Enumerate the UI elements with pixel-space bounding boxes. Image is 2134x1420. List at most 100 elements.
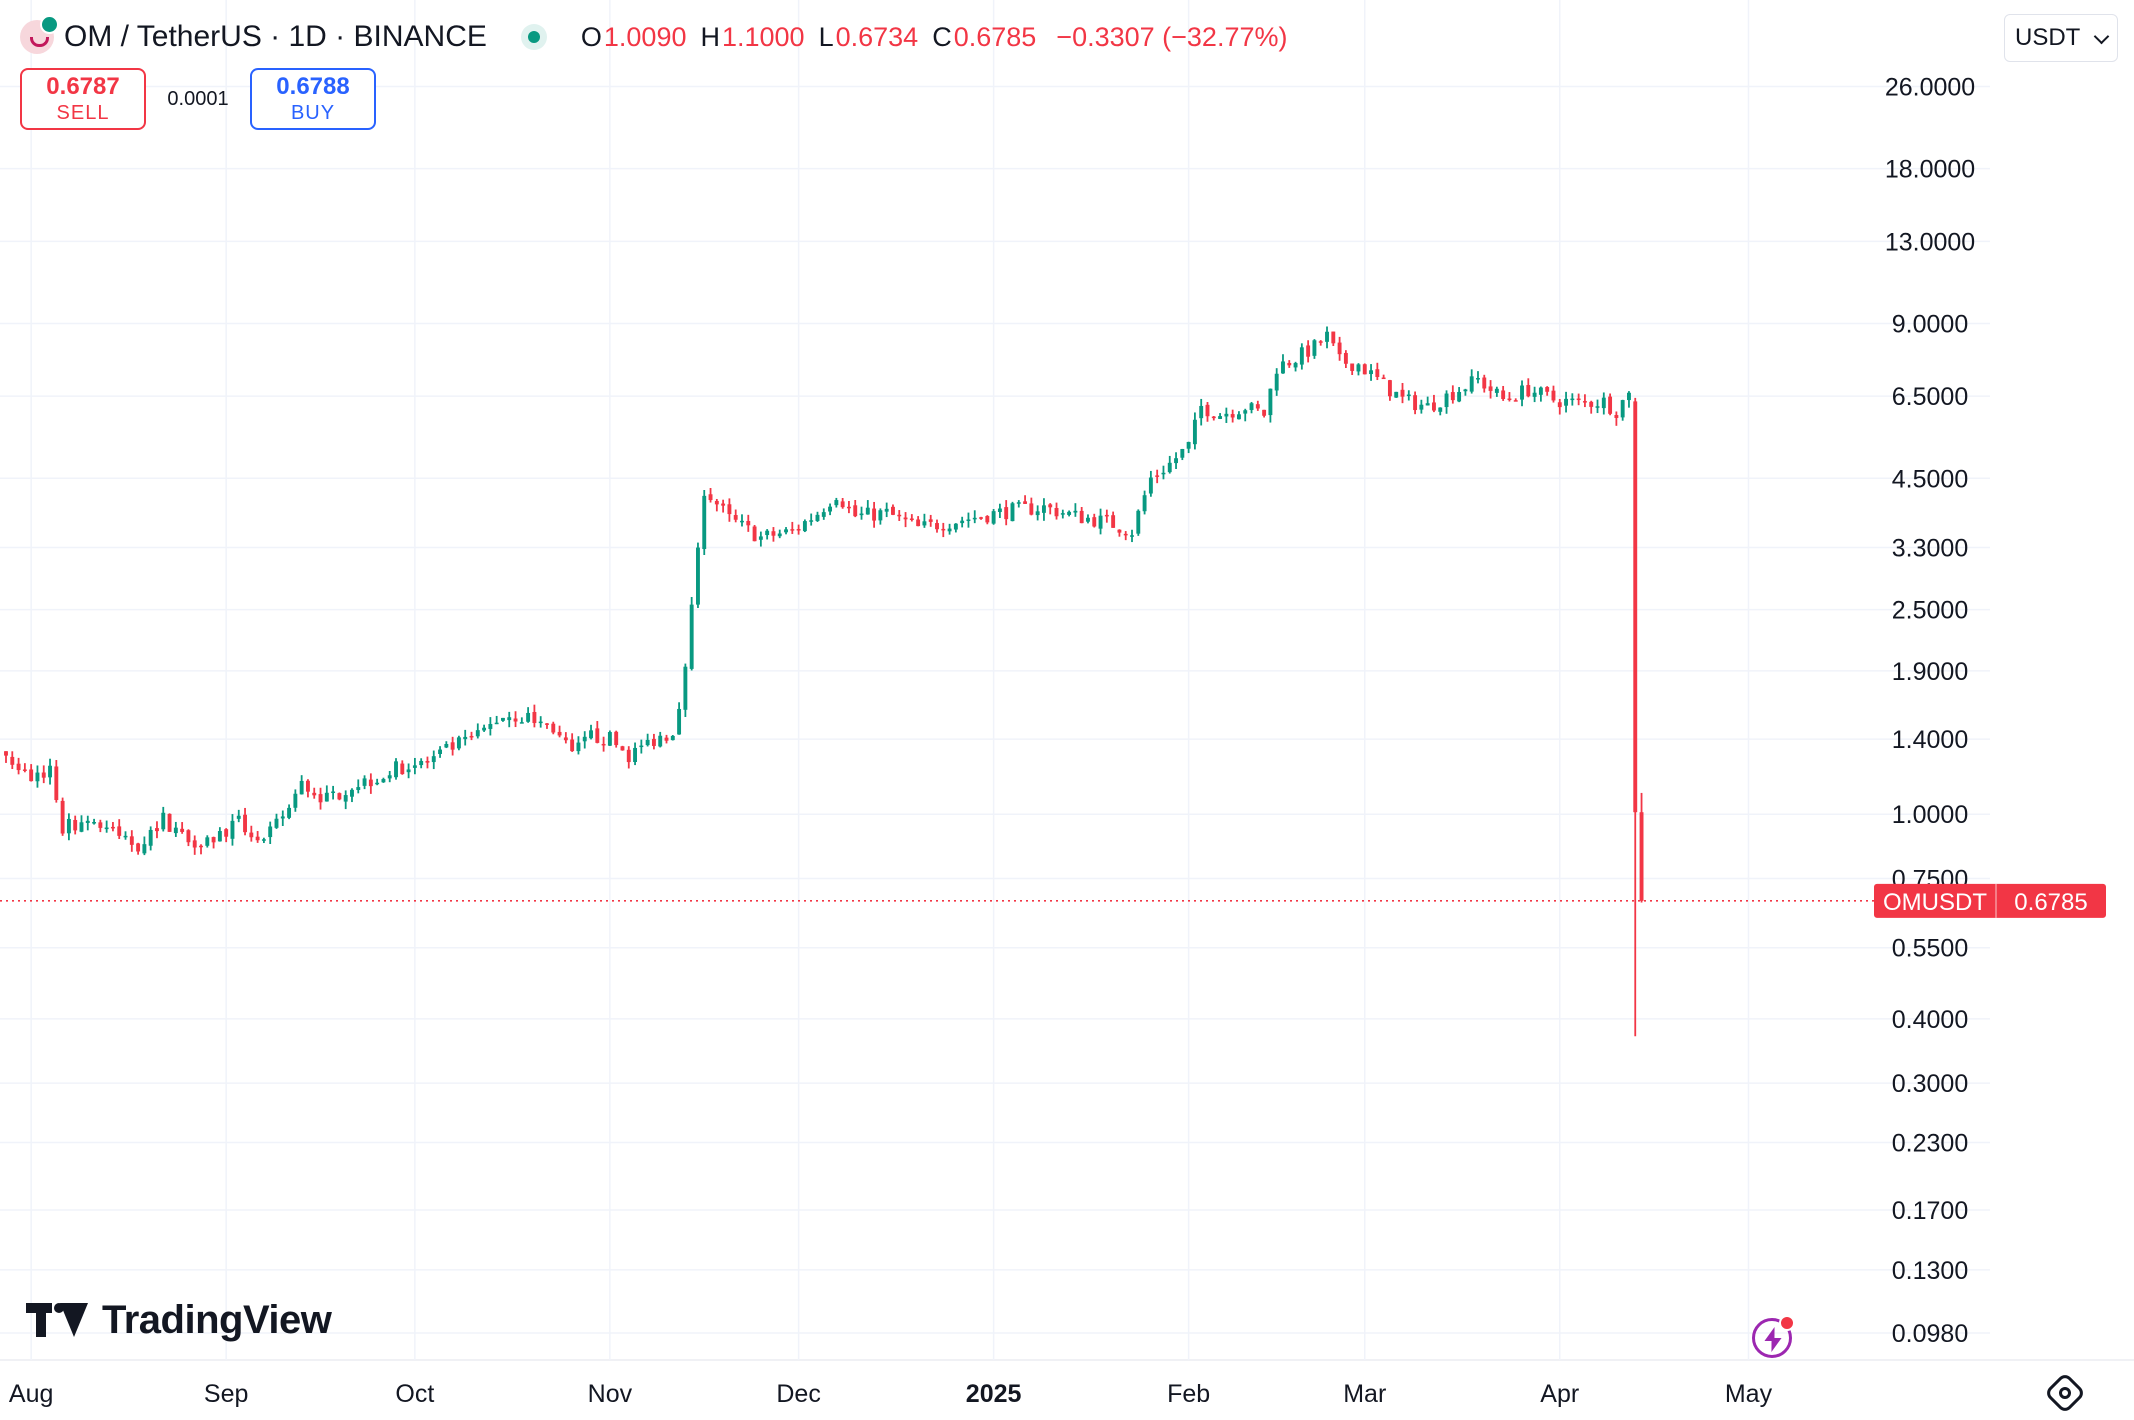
candles bbox=[4, 326, 1644, 1037]
candle-body bbox=[54, 766, 59, 801]
candle-body bbox=[997, 508, 1002, 513]
time-axis[interactable]: Aug Sep Oct Nov Dec 2025 Feb Mar Apr May bbox=[9, 1380, 1773, 1408]
candle-body bbox=[1469, 376, 1474, 392]
candle-body bbox=[1174, 458, 1178, 464]
low-key: L bbox=[818, 21, 834, 52]
candle-body bbox=[104, 827, 109, 830]
candle-body bbox=[1425, 403, 1430, 406]
candle-body bbox=[683, 666, 688, 710]
candle-body bbox=[136, 843, 141, 852]
candle-body bbox=[488, 724, 493, 729]
candle-body bbox=[180, 828, 185, 832]
candle-body bbox=[645, 739, 650, 746]
price-tick-label: 1.4000 bbox=[1892, 726, 1968, 754]
candle-body bbox=[431, 756, 436, 763]
candle-body bbox=[1199, 405, 1204, 419]
candle-body bbox=[1438, 407, 1443, 412]
candle-body bbox=[872, 508, 877, 521]
price-axis[interactable]: 0.0980 0.1300 0.1700 0.2300 0.3000 0.4000 0.55… bbox=[1885, 74, 1975, 1348]
lightning-bolt-icon[interactable] bbox=[1752, 1315, 1795, 1358]
candle-body bbox=[670, 735, 675, 741]
close-key: C bbox=[932, 21, 952, 52]
price-tick-label: 0.5500 bbox=[1892, 935, 1968, 963]
candle-body bbox=[1054, 507, 1059, 517]
candle-body bbox=[903, 517, 908, 520]
candle-body bbox=[1318, 341, 1323, 343]
candle-body bbox=[765, 530, 770, 536]
candle-body bbox=[1400, 389, 1405, 397]
sell-label: SELL bbox=[56, 102, 110, 124]
candle-body bbox=[1098, 515, 1103, 529]
candle-body bbox=[620, 746, 625, 751]
candle-body bbox=[702, 495, 707, 550]
candle-body bbox=[1299, 347, 1304, 365]
candle-body bbox=[557, 731, 562, 736]
candle-body bbox=[991, 511, 996, 524]
notification-dot bbox=[1779, 1315, 1795, 1331]
candle-body bbox=[513, 718, 518, 722]
candle-body bbox=[287, 807, 292, 818]
candle-body bbox=[350, 789, 354, 797]
candle-body bbox=[1148, 477, 1153, 494]
candle-body bbox=[916, 519, 921, 527]
candle-body bbox=[48, 765, 52, 778]
price-tag-symbol: OMUSDT bbox=[1883, 889, 1987, 916]
candle-body bbox=[576, 742, 581, 752]
candle-body bbox=[714, 500, 719, 505]
high-key: H bbox=[700, 21, 720, 52]
price-tick-label: 1.9000 bbox=[1892, 658, 1968, 686]
candle-body bbox=[1004, 507, 1009, 520]
candle-body bbox=[935, 523, 939, 530]
candle-body bbox=[1130, 535, 1134, 537]
candle-body bbox=[853, 505, 858, 517]
candle-body bbox=[1551, 390, 1556, 401]
candle-body bbox=[29, 769, 34, 782]
sell-button[interactable]: 0.6787 SELL bbox=[20, 68, 146, 130]
candle-body bbox=[891, 506, 895, 515]
tradingview-logo[interactable]: TradingView bbox=[26, 1296, 332, 1344]
candle-body bbox=[1507, 398, 1512, 401]
candle-body bbox=[1350, 363, 1355, 371]
candle-body bbox=[356, 787, 361, 791]
candle-body bbox=[412, 765, 417, 768]
candle-body bbox=[255, 836, 260, 841]
candle-body bbox=[456, 737, 461, 749]
candle-body bbox=[324, 792, 329, 802]
candle-body bbox=[551, 723, 556, 733]
price-tick-label: 0.1700 bbox=[1892, 1197, 1968, 1225]
candle-body bbox=[1494, 388, 1499, 393]
candle-body bbox=[758, 536, 763, 540]
candle-body bbox=[884, 508, 889, 512]
candle-body bbox=[148, 829, 153, 846]
candle-body bbox=[1293, 363, 1298, 368]
candle-body bbox=[1387, 380, 1392, 397]
candle-body bbox=[22, 769, 27, 771]
candle-body bbox=[375, 782, 380, 785]
candle-body bbox=[1287, 362, 1292, 366]
candle-body bbox=[1375, 369, 1380, 377]
candle-body bbox=[1488, 386, 1493, 391]
candle-body bbox=[419, 760, 424, 766]
candle-body bbox=[1362, 364, 1367, 375]
symbol-title[interactable]: OM / TetherUS · 1D · BINANCE bbox=[64, 20, 487, 53]
candle-body bbox=[733, 515, 738, 520]
candle-body bbox=[123, 835, 128, 838]
candle-body bbox=[840, 501, 845, 508]
buy-button[interactable]: 0.6788 BUY bbox=[250, 68, 376, 130]
candle-body bbox=[299, 780, 304, 795]
candle-body bbox=[771, 531, 776, 536]
candle-body bbox=[60, 800, 65, 834]
chart-grid bbox=[0, 0, 2134, 1361]
mantra-logo-icon[interactable] bbox=[20, 15, 59, 54]
candle-body bbox=[740, 520, 744, 523]
price-tick-label: 4.5000 bbox=[1892, 465, 1968, 493]
candle-body bbox=[161, 812, 166, 830]
candle-body bbox=[312, 792, 317, 796]
candle-body bbox=[878, 510, 883, 521]
candle-body bbox=[224, 829, 229, 837]
candle-body bbox=[545, 723, 549, 725]
price-tick-label: 6.5000 bbox=[1892, 383, 1968, 411]
candle-body bbox=[249, 832, 254, 838]
currency-select[interactable]: USDT bbox=[2004, 14, 2118, 62]
